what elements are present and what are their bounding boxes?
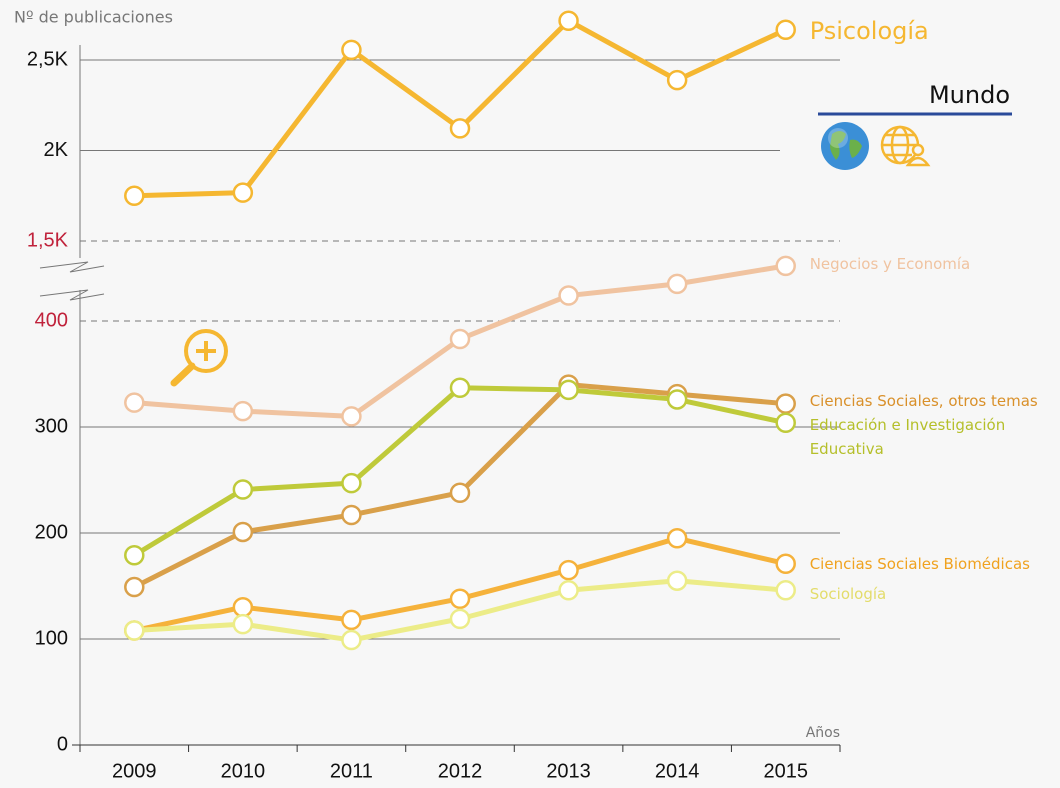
point [775, 412, 796, 434]
line [132, 385, 787, 558]
y-tick-label: 200 [35, 521, 68, 543]
point [341, 472, 362, 494]
point [558, 10, 579, 31]
series-label: Psicología [809, 16, 929, 45]
x-tick-label: 2014 [655, 760, 700, 782]
point [775, 553, 796, 574]
x-tick-label: 2015 [763, 760, 808, 782]
point [666, 570, 688, 591]
point [666, 273, 688, 295]
line [134, 18, 787, 199]
point [232, 613, 254, 635]
y-axis-title: Nº de publicaciones [14, 8, 173, 27]
point [124, 576, 145, 598]
point [124, 545, 145, 566]
region-label: Mundo [929, 81, 1010, 109]
point [558, 285, 579, 306]
series [124, 10, 796, 206]
globe-icon [821, 122, 869, 170]
point [232, 479, 254, 500]
point [341, 629, 362, 651]
y-tick-label: 100 [35, 627, 68, 649]
globe-person-icon [880, 125, 931, 167]
point [124, 392, 145, 413]
point [449, 328, 471, 350]
point [775, 255, 796, 277]
series-label: Sociología [809, 585, 887, 604]
point [558, 559, 579, 581]
point [232, 596, 254, 618]
y-tick-label: 400 [35, 309, 68, 331]
point [449, 588, 471, 609]
point [341, 39, 362, 61]
point [666, 528, 688, 549]
series [124, 570, 796, 651]
series-label: Ciencias Sociales Biomédicas [809, 554, 1030, 573]
series-label: Negocios y Economía [809, 254, 971, 273]
y2-tick-label: 1,5K [27, 229, 69, 251]
axis-break [39, 261, 105, 301]
x-axis-title: Años [806, 725, 840, 741]
x-tick-label: 2013 [546, 760, 591, 782]
point [341, 406, 362, 427]
series [124, 377, 796, 566]
point [341, 504, 362, 526]
point [449, 118, 471, 139]
series-label: Ciencias Sociales, otros temas [809, 391, 1038, 410]
point [341, 609, 362, 631]
point [449, 482, 471, 503]
point [558, 579, 579, 601]
series [124, 255, 796, 427]
point [232, 400, 254, 422]
point [449, 377, 471, 399]
point [232, 521, 254, 543]
point [775, 579, 796, 601]
x-tick-label: 2011 [330, 760, 373, 782]
point [124, 620, 145, 641]
point [124, 185, 145, 206]
point [558, 379, 579, 401]
x-tick-label: 2010 [221, 760, 266, 782]
point [449, 608, 471, 630]
zoom-icon[interactable] [170, 329, 228, 387]
x-tick-label: 2012 [438, 760, 483, 782]
y2-tick-label: 2K [44, 139, 69, 161]
point [666, 69, 688, 91]
y-tick-label: 0 [57, 733, 68, 755]
point [666, 389, 688, 410]
point [775, 393, 796, 414]
point [232, 182, 254, 203]
y2-tick-label: 2,5K [27, 48, 69, 70]
y-tick-label: 300 [35, 415, 68, 437]
series-label: Educación e Investigación Educativa [809, 415, 1006, 458]
point [775, 19, 796, 41]
x-tick-label: 2009 [112, 760, 157, 782]
